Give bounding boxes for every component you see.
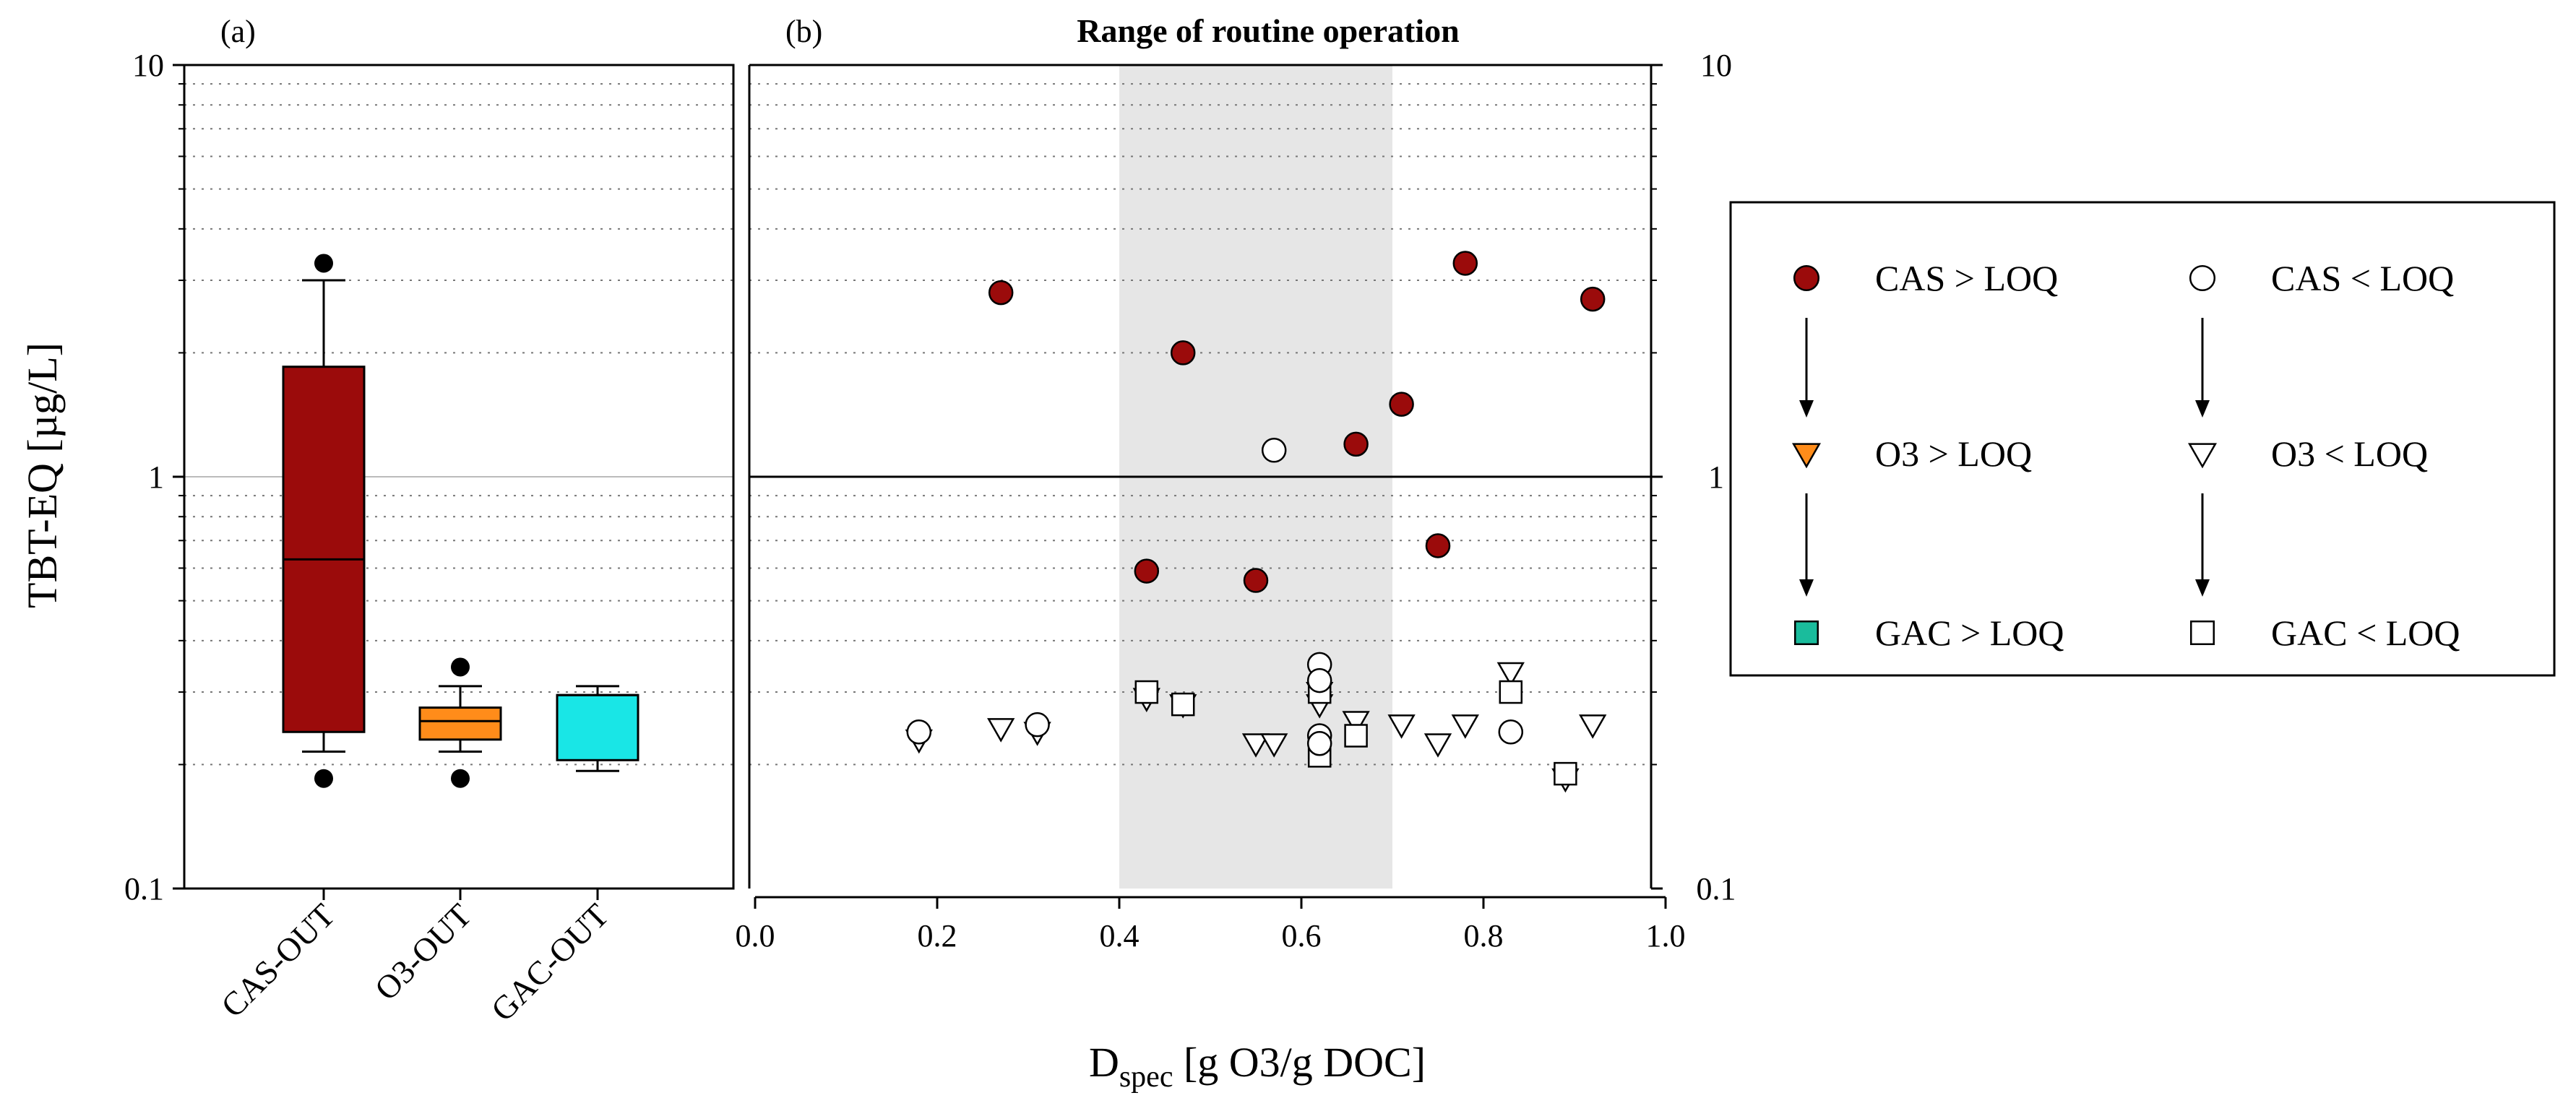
legend-box — [1729, 201, 2556, 677]
panel-b-y-tick-label: 0.1 — [1697, 871, 1736, 907]
x-axis-label-main: D — [1089, 1039, 1119, 1086]
point-cas-loq — [1134, 558, 1160, 584]
panel-b-y-tick-label: 10 — [1700, 48, 1732, 83]
point-cas-loq — [1306, 731, 1332, 756]
point-cas-loq — [1425, 533, 1451, 558]
point-cas-loq — [1343, 431, 1369, 457]
legend: CAS > LOQ CAS < LOQ O3 > LOQ O3 < LOQ GAC > … — [1729, 201, 2556, 677]
panel-b-x-tick-label: 0.6 — [1282, 918, 1322, 954]
box-cas-out — [282, 366, 366, 733]
legend-label: GAC < LOQ — [2271, 613, 2460, 653]
panel-b-label: (b) — [785, 14, 822, 49]
point-gac-loq — [1171, 692, 1195, 717]
point-cas-loq — [1261, 438, 1287, 463]
panel-a-category-label: GAC-OUT — [484, 896, 616, 1028]
point-cas-loq — [906, 719, 932, 745]
point-gac-loq — [1554, 761, 1577, 786]
box-outlier — [314, 254, 333, 273]
legend-marker — [2190, 621, 2215, 645]
point-o3-loq — [1423, 733, 1452, 758]
point-cas-loq — [1025, 712, 1050, 738]
panel-a-label: (a) — [220, 14, 256, 49]
panel-b-title: Range of routine operation — [1077, 12, 1459, 49]
point-o3-loq — [987, 718, 1015, 743]
legend-arrow-head — [2195, 400, 2210, 418]
box-outlier — [451, 769, 470, 788]
box-gac-out — [556, 693, 639, 761]
legend-label: CAS < LOQ — [2271, 258, 2454, 298]
point-cas-loq — [1243, 568, 1269, 593]
panel-a: 10 1 0.1 CAS-OUT O3-OUT GAC-OUT — [124, 48, 735, 1028]
legend-arrow-head — [1799, 400, 1814, 418]
panel-a-y-tick-label: 10 — [132, 48, 164, 83]
x-axis-label: Dspec [g O3/g DOC] — [1089, 1039, 1426, 1094]
legend-label: O3 > LOQ — [1875, 433, 2032, 474]
point-cas-loq — [1389, 392, 1414, 417]
panel-b-x-tick-label: 1.0 — [1646, 918, 1686, 954]
panel-a-y-tick-label: 0.1 — [124, 871, 164, 907]
panel-b-x-tick-label: 0.2 — [918, 918, 957, 954]
panel-b-x-tick-label: 0.4 — [1100, 918, 1140, 954]
box-outlier — [451, 657, 470, 677]
legend-marker — [1794, 621, 1819, 645]
point-o3-loq — [1579, 714, 1607, 739]
panel-b-x-tick-label: 0.0 — [736, 918, 775, 954]
legend-arrow-head — [2195, 579, 2210, 597]
legend-label: GAC > LOQ — [1875, 613, 2064, 653]
point-o3-loq — [1260, 733, 1288, 758]
point-o3-loq — [1387, 714, 1416, 739]
point-o3-loq — [1496, 662, 1525, 687]
y-axis-label: TBT-EQ [µg/L] — [19, 342, 66, 608]
point-o3-loq — [1451, 714, 1479, 739]
box-o3-out — [418, 706, 502, 741]
legend-marker — [1791, 443, 1822, 469]
panel-b-x-tick-label: 0.8 — [1464, 918, 1504, 954]
point-o3-loq — [1241, 733, 1270, 758]
legend-marker — [2189, 264, 2216, 292]
panel-a-category-label: O3-OUT — [368, 896, 478, 1007]
point-o3-loq — [1342, 711, 1370, 735]
point-cas-loq — [1306, 667, 1332, 693]
point-cas-loq — [1170, 340, 1196, 366]
panel-a-y-tick-label: 1 — [148, 459, 164, 495]
point-cas-loq — [988, 280, 1014, 306]
point-cas-loq — [1580, 286, 1606, 312]
point-gac-loq — [1344, 724, 1368, 748]
point-cas-loq — [1452, 251, 1478, 276]
legend-label: CAS > LOQ — [1875, 258, 2058, 298]
x-axis-label-rest: [g O3/g DOC] — [1173, 1039, 1426, 1086]
legend-arrow-head — [1799, 579, 1814, 597]
point-gac-loq — [1499, 680, 1523, 704]
panel-b-y-tick-label: 1 — [1708, 459, 1724, 495]
point-cas-loq — [1498, 719, 1524, 745]
legend-label: O3 < LOQ — [2271, 433, 2428, 474]
panel-a-category-label: CAS-OUT — [214, 896, 342, 1024]
panel-b: 10 1 0.1 0.0 0.2 0.4 0.6 0.8 1.0 — [736, 48, 1736, 954]
point-gac-loq — [1134, 680, 1159, 704]
x-axis-label-sub: spec — [1119, 1060, 1173, 1094]
legend-marker — [2187, 443, 2218, 469]
box-outlier — [314, 769, 333, 788]
legend-marker — [1793, 264, 1820, 292]
